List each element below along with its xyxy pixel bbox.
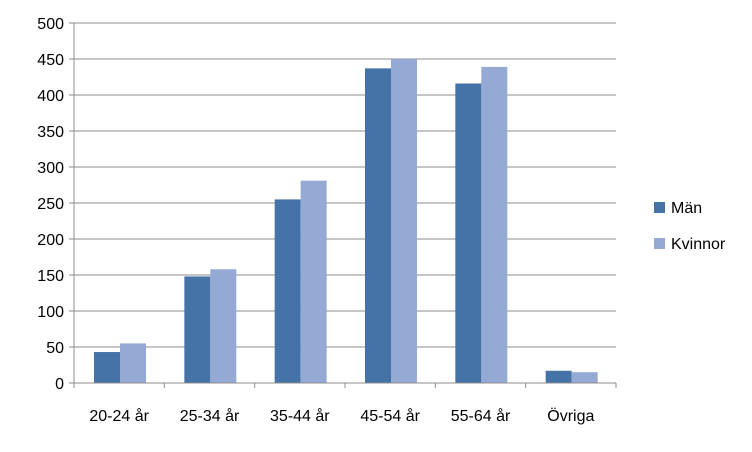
bar-series-2 bbox=[481, 66, 508, 384]
x-tick-label: 55-64 år bbox=[451, 407, 511, 425]
y-axis-tick-labels: 0 50 100 150 200 250 300 350 400 450 500 bbox=[37, 16, 64, 393]
y-tick-label: 100 bbox=[37, 304, 64, 321]
y-tick-label: 300 bbox=[37, 160, 64, 177]
x-tick-label: 25-34 år bbox=[180, 407, 240, 425]
gridlines bbox=[74, 22, 616, 348]
legend-label: Män bbox=[671, 200, 702, 217]
bar-series-1 bbox=[455, 83, 482, 383]
bar-series-2 bbox=[210, 269, 237, 383]
y-tick-label: 500 bbox=[37, 16, 64, 33]
y-tick-label: 400 bbox=[37, 88, 64, 105]
y-tick-label: 350 bbox=[37, 124, 64, 141]
bar-series-1 bbox=[365, 68, 391, 384]
y-tick-label: 150 bbox=[37, 268, 64, 285]
legend: Män Kvinnor bbox=[654, 200, 726, 253]
bar-series-2 bbox=[571, 372, 598, 383]
bar-series-1 bbox=[545, 370, 572, 383]
y-tick-label: 0 bbox=[55, 376, 64, 393]
x-axis-tick-labels: 20-24 år 25-34 år 35-44 år 45-54 år 55-64 år… bbox=[89, 407, 594, 425]
x-tick-label: 45-54 år bbox=[360, 407, 420, 425]
y-tick-label: 450 bbox=[37, 52, 64, 69]
legend-swatch bbox=[654, 238, 665, 249]
legend-swatch bbox=[654, 202, 665, 213]
bar-series-2 bbox=[120, 343, 146, 383]
bar-series-1 bbox=[274, 199, 301, 383]
axes bbox=[69, 22, 617, 388]
bar-series-2 bbox=[300, 180, 327, 383]
x-tick-label: 20-24 år bbox=[89, 407, 149, 425]
legend-label: Kvinnor bbox=[671, 236, 726, 253]
bar-series-1 bbox=[94, 352, 120, 383]
bar-series-1 bbox=[184, 276, 211, 383]
bar-series-2 bbox=[391, 59, 417, 383]
x-tick-label: 35-44 år bbox=[270, 407, 330, 425]
x-tick-label: Övriga bbox=[547, 407, 594, 425]
y-tick-label: 50 bbox=[46, 340, 64, 357]
bars bbox=[94, 59, 598, 384]
y-tick-label: 250 bbox=[37, 196, 64, 213]
y-tick-label: 200 bbox=[37, 232, 64, 249]
